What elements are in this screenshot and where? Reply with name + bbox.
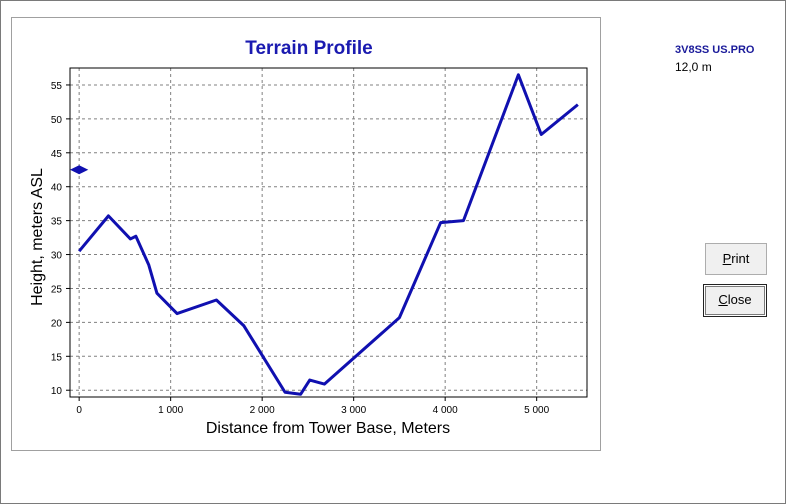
terrain-series-line	[77, 73, 579, 396]
y-tick-label: 50	[51, 115, 63, 126]
x-tick-label: 4 000	[433, 405, 458, 416]
x-tick-label: 3 000	[341, 405, 366, 416]
y-tick-label: 35	[51, 217, 63, 228]
x-tick-label: 0	[76, 405, 82, 416]
print-button-accel: P	[722, 251, 732, 266]
close-button-accel: C	[718, 292, 728, 307]
close-button-label: lose	[727, 292, 752, 307]
close-button[interactable]: Close	[703, 284, 767, 317]
x-tick-label: 1 000	[158, 405, 183, 416]
print-button-label: rint	[731, 251, 750, 266]
x-tick-label: 2 000	[250, 405, 275, 416]
profile-file-name: 3V8SS US.PRO	[675, 44, 755, 56]
print-button[interactable]: Print	[705, 243, 767, 275]
tower-antenna-marker	[70, 165, 89, 175]
y-tick-label: 30	[51, 251, 63, 262]
y-tick-label: 15	[51, 352, 63, 363]
plot-frame	[69, 67, 588, 398]
x-axis-label: Distance from Tower Base, Meters	[206, 420, 450, 437]
chart-panel: Terrain Profile 0 1 000 2 000 3 000 4 000 5 0…	[11, 17, 601, 451]
y-tick-label: 55	[51, 81, 63, 92]
y-tick-label: 40	[51, 183, 63, 194]
y-axis-label: Height, meters ASL	[29, 168, 46, 306]
antenna-height-value: 12,0 m	[675, 60, 712, 74]
y-tick-label: 10	[51, 386, 63, 397]
y-tick-label: 45	[51, 149, 63, 160]
y-tick-label: 25	[51, 284, 63, 295]
y-tick-label: 20	[51, 318, 63, 329]
chart-title: Terrain Profile	[245, 38, 372, 59]
x-tick-label: 5 000	[524, 405, 549, 416]
terrain-profile-chart: Terrain Profile 0 1 000 2 000 3 000 4 000 5 0…	[29, 38, 588, 437]
